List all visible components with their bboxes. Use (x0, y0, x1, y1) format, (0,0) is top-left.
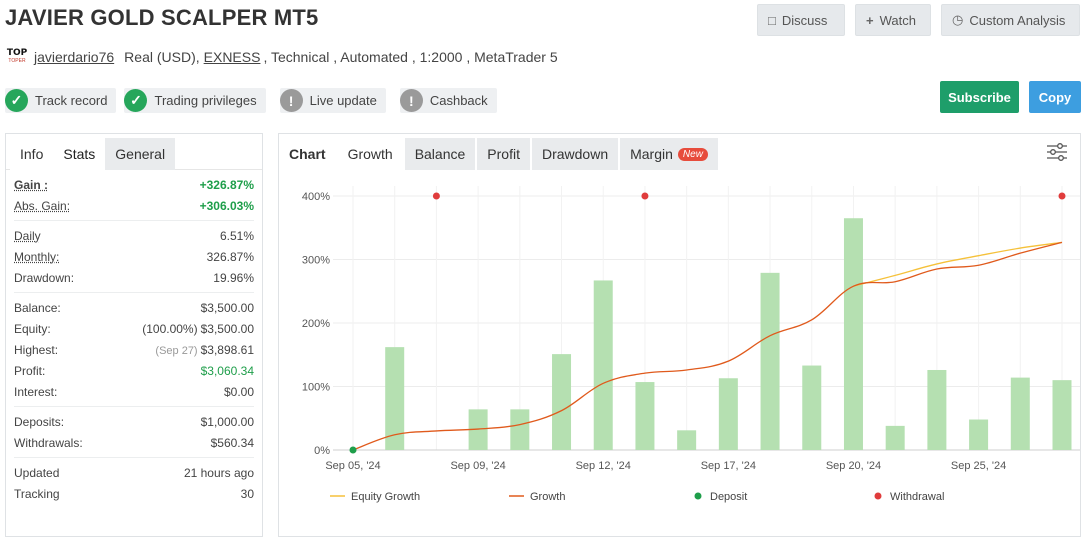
check-icon: ✓ (5, 89, 28, 112)
stat-drawdown: Drawdown: 19.96% (14, 270, 254, 285)
tab-profit[interactable]: Profit (477, 138, 530, 170)
tab-growth[interactable]: Growth (337, 138, 403, 170)
bar (1010, 377, 1030, 450)
bar (718, 378, 738, 450)
tab-balance[interactable]: Balance (404, 138, 476, 170)
legend-swatch (874, 492, 882, 500)
growth-chart: 0% 100% 200% 300% 400% Sep 05, '24 Sep 09, '2… (302, 186, 1080, 503)
watch-button[interactable]: + Watch (855, 4, 931, 36)
page-title: JAVIER GOLD SCALPER MT5 (5, 5, 319, 30)
clock-icon: ◷ (952, 12, 964, 27)
custom-analysis-button[interactable]: ◷ Custom Analysis (941, 4, 1080, 36)
bar (635, 382, 655, 450)
highest-date: (Sep 27) (155, 344, 198, 357)
signal-details: , Technical , Automated , 1:2000 , MetaT… (263, 49, 558, 65)
chart-tabs-title: Chart (279, 138, 336, 170)
bar (760, 272, 780, 450)
subscribe-button[interactable]: Subscribe (940, 81, 1019, 113)
tab-drawdown[interactable]: Drawdown (531, 138, 619, 170)
discuss-label: Discuss (781, 12, 828, 28)
badge-trading-privileges: ✓ Trading privileges (124, 88, 266, 113)
watch-label: Watch (879, 12, 916, 28)
plus-icon: + (866, 12, 874, 28)
chart-panel: Chart Growth Balance Profit Drawdown Mar… (278, 133, 1081, 537)
bar (552, 354, 572, 450)
deposit-marker (349, 446, 357, 454)
custom-analysis-label: Custom Analysis (969, 12, 1066, 28)
x-tick-label: Sep 20, '24 (826, 460, 881, 472)
stat-gain: Gain : +326.87% (14, 177, 254, 192)
bar (885, 425, 905, 450)
account-type: Real (USD), (124, 49, 200, 65)
tab-info[interactable]: Info (10, 138, 54, 170)
stats-tabs: Info Stats General (6, 134, 262, 170)
broker-link[interactable]: EXNESS (203, 49, 261, 65)
new-badge: New (677, 147, 708, 161)
stat-interest: Interest: $0.00 (14, 384, 254, 399)
withdrawal-marker (432, 192, 440, 200)
highest-value: $3,898.61 (200, 342, 254, 357)
bar (1052, 380, 1072, 450)
chat-icon: □ (768, 12, 776, 28)
exclamation-icon: ! (279, 89, 303, 112)
check-icon: ✓ (124, 89, 148, 112)
bar (969, 419, 989, 450)
y-tick-label: 300% (302, 255, 330, 267)
y-tick-label: 0% (314, 445, 330, 457)
chart-tabs: Chart Growth Balance Profit Drawdown Mar… (279, 134, 1080, 170)
legend-label: Deposit (710, 491, 747, 503)
stat-daily: Daily 6.51% (14, 228, 254, 243)
withdrawal-marker (1058, 192, 1066, 200)
tab-margin[interactable]: Margin New (620, 138, 718, 170)
withdrawal-marker (641, 192, 649, 200)
stat-profit: Profit: $3,060.34 (14, 363, 254, 378)
tab-general[interactable]: General (105, 138, 176, 170)
stat-updated: Updated 21 hours ago (14, 465, 254, 480)
stats-panel: Info Stats General Gain : +326.87% Abs. … (5, 133, 263, 537)
y-tick-label: 200% (302, 318, 330, 330)
tab-stats[interactable]: Stats (53, 138, 106, 170)
badge-live-update: ! Live update (279, 88, 386, 113)
x-tick-label: Sep 12, '24 (576, 460, 631, 472)
bar (593, 280, 613, 450)
badge-track-record: ✓ Track record (5, 88, 117, 113)
bar (843, 218, 863, 450)
status-badges: ✓ Track record ✓ Trading privileges ! Li… (5, 88, 497, 113)
stat-abs-gain: Abs. Gain: +306.03% (14, 198, 254, 213)
stat-withdrawals: Withdrawals: $560.34 (14, 435, 254, 450)
bar (385, 347, 405, 450)
equity-value: $3,500.00 (200, 321, 254, 336)
settings-sliders-icon[interactable] (1046, 142, 1068, 162)
stat-balance: Balance: $3,500.00 (14, 300, 254, 315)
stat-deposits: Deposits: $1,000.00 (14, 414, 254, 429)
x-tick-label: Sep 17, '24 (701, 460, 756, 472)
legend-label: Equity Growth (351, 491, 420, 503)
legend-swatch (694, 492, 702, 500)
y-tick-label: 100% (302, 382, 330, 394)
bar (510, 409, 530, 450)
copy-button[interactable]: Copy (1029, 81, 1081, 113)
equity-percent: (100.00%) (142, 321, 198, 336)
stat-monthly: Monthly: 326.87% (14, 249, 254, 264)
bar (927, 369, 947, 450)
legend-label: Growth (530, 491, 565, 503)
y-tick-label: 400% (302, 191, 330, 203)
legend-label: Withdrawal (890, 491, 944, 503)
bar (802, 365, 822, 450)
x-tick-label: Sep 09, '24 (450, 460, 505, 472)
author-link[interactable]: javierdario76 (34, 49, 115, 65)
x-tick-label: Sep 05, '24 (325, 460, 380, 472)
stat-equity: Equity: (100.00%) $3,500.00 (14, 321, 254, 336)
signal-meta: TOP TOPER javierdario76 Real (USD), EXNE… (7, 46, 558, 68)
discuss-button[interactable]: □ Discuss (757, 4, 845, 36)
exclamation-icon: ! (399, 89, 423, 112)
bar (677, 430, 697, 450)
stat-highest: Highest: (Sep 27) $3,898.61 (14, 342, 254, 357)
stat-tracking: Tracking 30 (14, 486, 254, 501)
badge-cashback: ! Cashback (399, 88, 497, 113)
growth-line (352, 241, 1063, 451)
top-logo: TOP TOPER (6, 48, 28, 65)
x-tick-label: Sep 25, '24 (951, 460, 1006, 472)
equity-growth-line (853, 241, 1063, 287)
